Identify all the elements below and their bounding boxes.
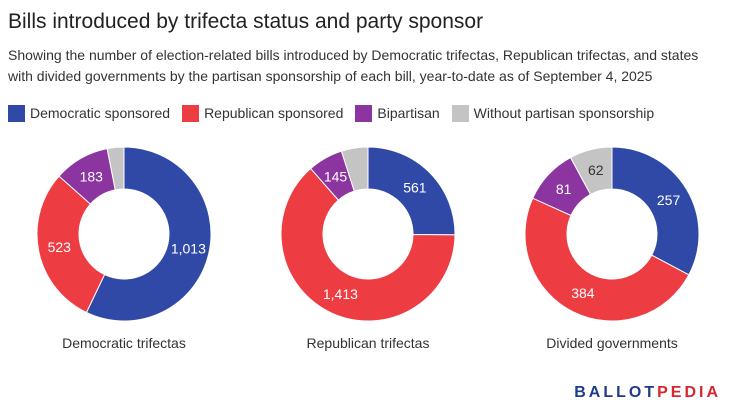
donut-slice-republican[interactable] <box>36 175 106 314</box>
legend-item-without-sponsorship[interactable]: Without partisan sponsorship <box>451 104 655 122</box>
legend-label: Republican sponsored <box>204 105 344 121</box>
chart-title: Bills introduced by trifecta status and … <box>8 10 484 33</box>
chart-caption: Republican trifectas <box>307 335 430 351</box>
donut-charts: 1,013 523 183 Democratic trifectas 561 1,413 1… <box>36 146 700 351</box>
data-label-republican: 384 <box>571 285 595 301</box>
donut-slice-none[interactable] <box>569 146 613 196</box>
data-label-democratic: 561 <box>403 180 427 196</box>
donut-slice-democratic[interactable] <box>611 146 700 276</box>
donut-slice-none[interactable] <box>106 146 125 191</box>
legend-swatch-bipartisan <box>355 104 373 122</box>
data-label-bipartisan: 145 <box>324 169 348 185</box>
legend: Democratic sponsored Republican sponsore… <box>8 103 666 123</box>
legend-item-democratic[interactable]: Democratic sponsored <box>8 104 171 122</box>
legend-label: Bipartisan <box>377 105 440 121</box>
data-label-republican: 1,413 <box>323 286 358 302</box>
chart-caption: Divided governments <box>546 335 678 351</box>
data-label-democratic: 1,013 <box>171 241 206 257</box>
data-label-bipartisan: 81 <box>556 181 572 197</box>
chart-caption: Democratic trifectas <box>62 335 186 351</box>
donut-slice-democratic[interactable] <box>367 146 456 236</box>
logo-part-2: PEDIA <box>657 384 721 401</box>
legend-item-republican[interactable]: Republican sponsored <box>182 104 344 122</box>
donut-slice-none[interactable] <box>340 146 369 192</box>
legend-swatch-without-sponsorship <box>451 104 469 122</box>
legend-swatch-republican <box>182 104 200 122</box>
chart-subtitle: Showing the number of election-related b… <box>8 47 699 84</box>
legend-label: Without partisan sponsorship <box>473 105 655 121</box>
donut-slice-republican[interactable] <box>280 167 456 322</box>
data-label-democratic: 257 <box>657 192 681 208</box>
data-label-republican: 523 <box>48 239 72 255</box>
data-label-bipartisan: 183 <box>80 169 104 185</box>
donut-slice-democratic[interactable] <box>85 146 212 322</box>
legend-item-bipartisan[interactable]: Bipartisan <box>355 104 440 122</box>
legend-swatch-democratic <box>8 104 25 122</box>
logo-part-1: BALLOT <box>574 384 658 401</box>
ballotpedia-logo: BALLOTPEDIA <box>574 384 721 402</box>
legend-label: Democratic sponsored <box>30 105 171 121</box>
data-label-none: 62 <box>588 162 604 178</box>
donut-slice-republican[interactable] <box>524 197 690 322</box>
